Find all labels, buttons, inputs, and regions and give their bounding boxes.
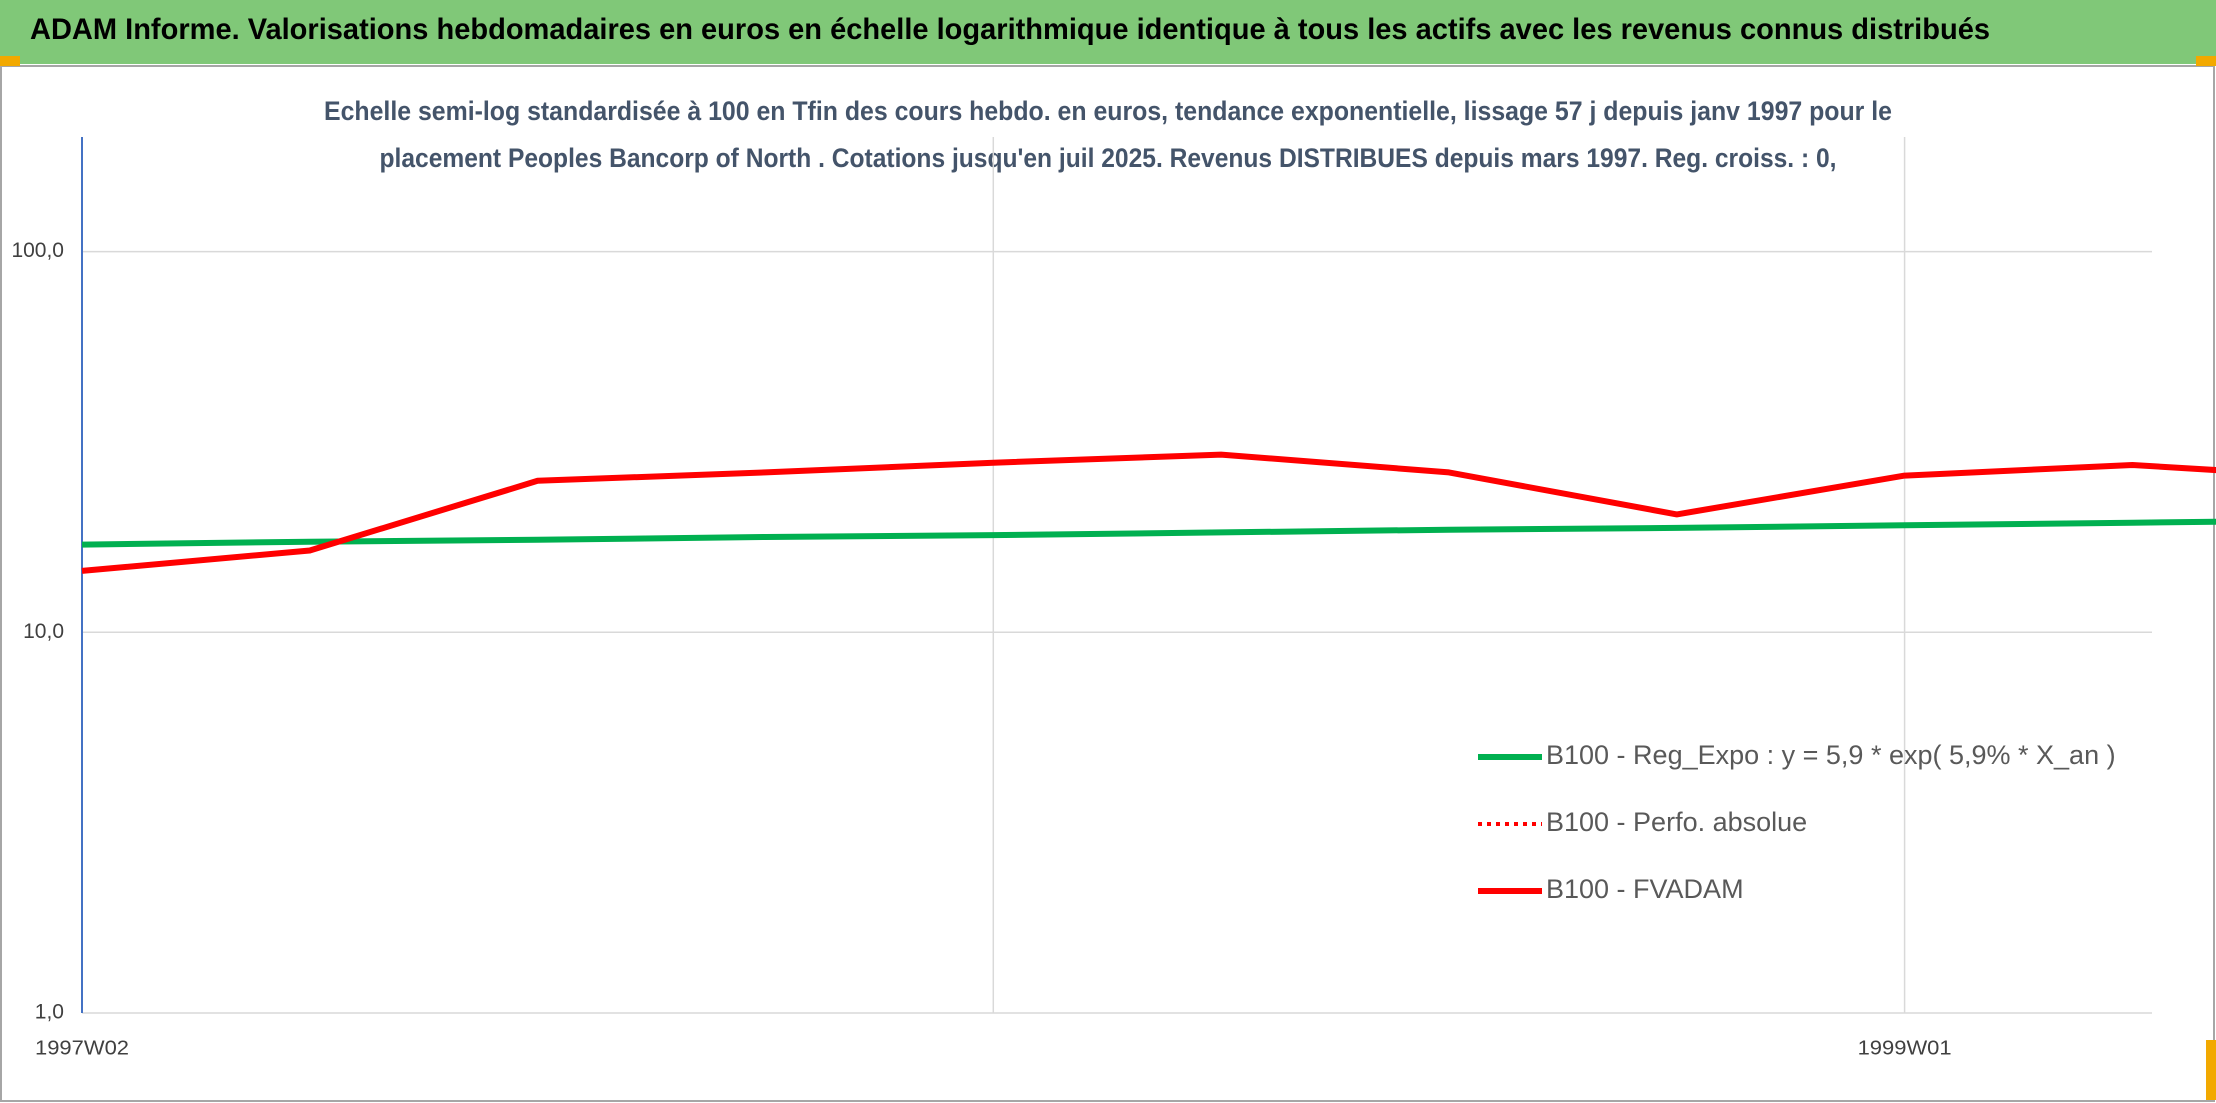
- legend-label: B100 - FVADAM: [1546, 874, 1744, 904]
- chart-title: placement Peoples Bancorp of North . Cot…: [380, 143, 1837, 173]
- corner: [0, 56, 20, 66]
- y-tick-label: 100,0: [11, 239, 64, 262]
- legend-label: B100 - Reg_Expo : y = 5,9 * exp( 5,9% * …: [1546, 740, 2116, 770]
- corner: [2206, 1040, 2216, 1100]
- chart-frame: [0, 65, 2215, 1102]
- x-tick-label: 1999W01: [1858, 1037, 1952, 1059]
- page-title: ADAM Informe. Valorisations hebdomadaire…: [30, 13, 1990, 46]
- header-bar: [0, 0, 2216, 64]
- y-tick-label: 1,0: [35, 1001, 64, 1024]
- corner: [2196, 56, 2216, 66]
- legend-label: B100 - Perfo. absolue: [1546, 807, 1807, 837]
- chart-title: Echelle semi-log standardisée à 100 en T…: [324, 96, 1892, 126]
- x-tick-label: 1997W02: [35, 1037, 129, 1059]
- y-tick-label: 10,0: [23, 620, 64, 643]
